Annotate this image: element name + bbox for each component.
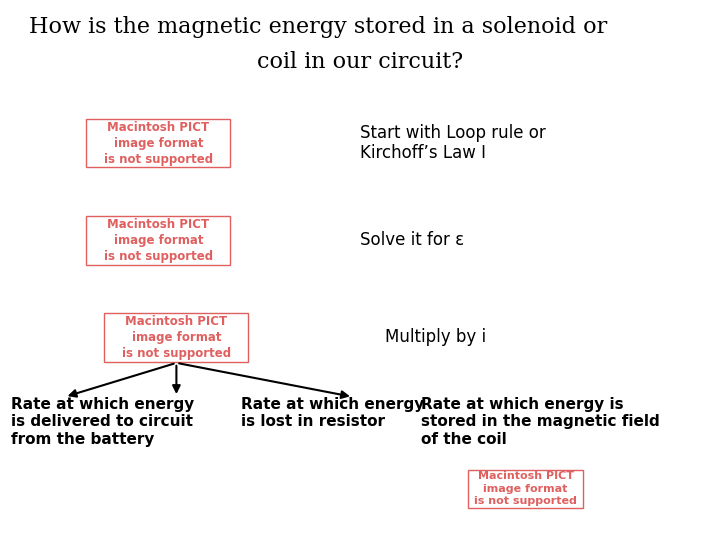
Text: coil in our circuit?: coil in our circuit? — [257, 51, 463, 73]
Bar — [86, 216, 230, 265]
Text: Multiply by i: Multiply by i — [385, 328, 486, 347]
Text: Start with Loop rule or
Kirchoff’s Law I: Start with Loop rule or Kirchoff’s Law I — [360, 124, 546, 163]
Text: Macintosh PICT
image format
is not supported: Macintosh PICT image format is not suppo… — [122, 315, 231, 360]
Text: Macintosh PICT
image format
is not supported: Macintosh PICT image format is not suppo… — [104, 218, 213, 263]
Text: How is the magnetic energy stored in a solenoid or: How is the magnetic energy stored in a s… — [29, 16, 607, 38]
Text: Rate at which energy
is lost in resistor: Rate at which energy is lost in resistor — [241, 397, 425, 429]
Text: Solve it for ε: Solve it for ε — [360, 231, 464, 249]
Bar — [468, 470, 583, 508]
Text: Rate at which energy
is delivered to circuit
from the battery: Rate at which energy is delivered to cir… — [11, 397, 194, 447]
Bar — [104, 313, 248, 362]
Text: Macintosh PICT
image format
is not supported: Macintosh PICT image format is not suppo… — [104, 120, 213, 166]
Bar — [86, 119, 230, 167]
Text: Macintosh PICT
image format
is not supported: Macintosh PICT image format is not suppo… — [474, 471, 577, 506]
Text: Rate at which energy is
stored in the magnetic field
of the coil: Rate at which energy is stored in the ma… — [421, 397, 660, 447]
